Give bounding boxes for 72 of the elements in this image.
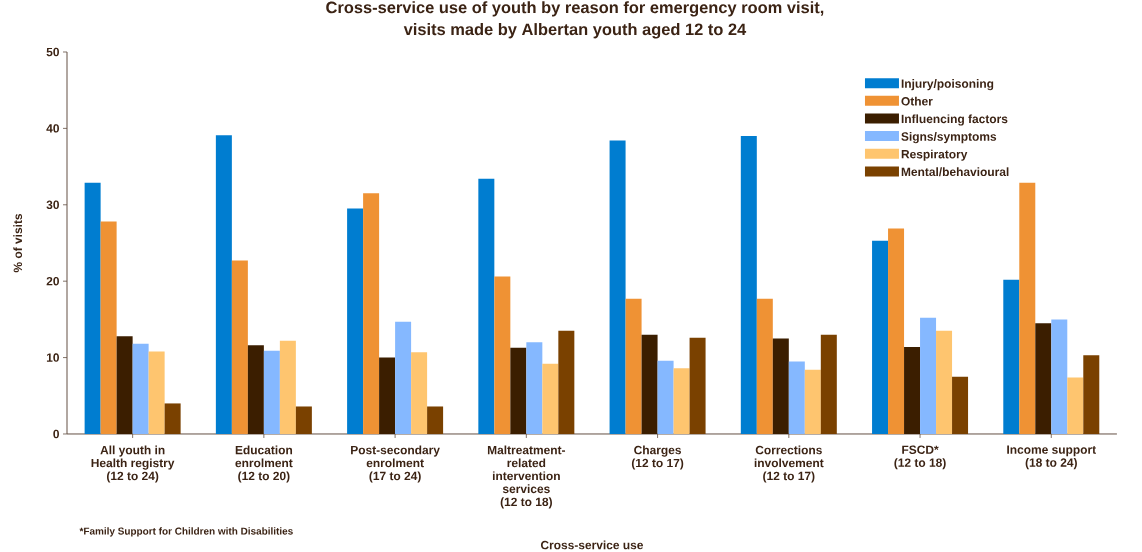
- x-tick-label: Charges (12 to 17): [631, 445, 684, 470]
- bar: [427, 406, 444, 434]
- bar: [1051, 319, 1068, 434]
- bar: [279, 340, 296, 434]
- bar: [411, 352, 428, 434]
- bar: [641, 334, 658, 434]
- legend-label: Mental/behavioural: [901, 167, 1009, 177]
- y-tick-label: 50: [46, 47, 59, 57]
- y-tick-label: 40: [46, 124, 59, 133]
- bar: [542, 363, 559, 434]
- chart-title: Cross-service use of youth by reason for emergency room visit, visits made by Albertan youth aged 12 to 24: [326, 1, 824, 39]
- bar: [1035, 323, 1052, 434]
- x-tick-label: FSCD* (12 to 18): [894, 445, 946, 470]
- bar: [164, 403, 181, 434]
- bar: [1067, 377, 1084, 434]
- text: *Family Support for Children with Disabilities: [79, 527, 293, 537]
- bar: [920, 317, 937, 434]
- bar: [395, 321, 412, 434]
- bar: [494, 276, 511, 434]
- bar: [84, 182, 101, 434]
- bar: [363, 193, 380, 434]
- bar: [132, 343, 149, 434]
- y-tick-label: 10: [46, 353, 59, 362]
- bar: [510, 347, 527, 434]
- x-tick-label: Corrections involvement (12 to 17): [754, 445, 824, 483]
- bar: [263, 350, 280, 434]
- bar: [609, 140, 626, 434]
- legend-label: Injury/poisoning: [901, 79, 994, 91]
- bar: [295, 406, 312, 434]
- y-tick-label: 0: [53, 429, 59, 439]
- legend-label: Signs/symptoms: [901, 132, 997, 144]
- bar: [788, 361, 805, 434]
- bar: [756, 298, 773, 434]
- bar: [215, 135, 232, 434]
- y-axis-title: % of visits: [13, 213, 23, 273]
- bar: [904, 346, 921, 434]
- bar: [952, 376, 969, 434]
- bar: [657, 360, 674, 434]
- bar: [1083, 355, 1100, 434]
- x-tick-label: Education enrolment (12 to 20): [235, 445, 293, 483]
- bar: [558, 330, 575, 434]
- bar: [872, 240, 889, 434]
- legend-label: Influencing factors: [901, 114, 1008, 126]
- bar: [526, 342, 543, 434]
- x-tick-label: All youth in Health registry (12 to 24): [91, 445, 175, 483]
- bar: [888, 228, 905, 434]
- legend-label: Respiratory: [901, 149, 968, 161]
- bar: [1003, 279, 1020, 434]
- bar: [689, 337, 706, 434]
- bar: [625, 298, 642, 434]
- bar: [1019, 182, 1036, 434]
- legend-label: Other: [901, 96, 933, 106]
- bar: [936, 330, 953, 434]
- bar: [148, 351, 165, 434]
- x-tick-label: Post-secondary enrolment (17 to 24): [351, 445, 440, 483]
- bar: [772, 338, 789, 434]
- x-tick-label: Maltreatment- related intervention services (12 to 18): [487, 445, 566, 509]
- bar: [804, 369, 821, 434]
- bar: [247, 345, 264, 434]
- bar: [100, 221, 117, 434]
- bar: [116, 336, 133, 434]
- bar: [347, 208, 364, 434]
- y-tick-label: 30: [46, 200, 59, 210]
- x-axis-title: Cross-service use: [540, 540, 644, 550]
- bar: [379, 357, 396, 434]
- x-tick-label: Income support (18 to 24): [1007, 445, 1096, 470]
- y-tick-label: 20: [46, 276, 59, 286]
- bar: [673, 368, 690, 434]
- bar: [740, 136, 757, 434]
- bar: [820, 334, 837, 434]
- bar: [478, 178, 495, 434]
- bar: [231, 260, 248, 434]
